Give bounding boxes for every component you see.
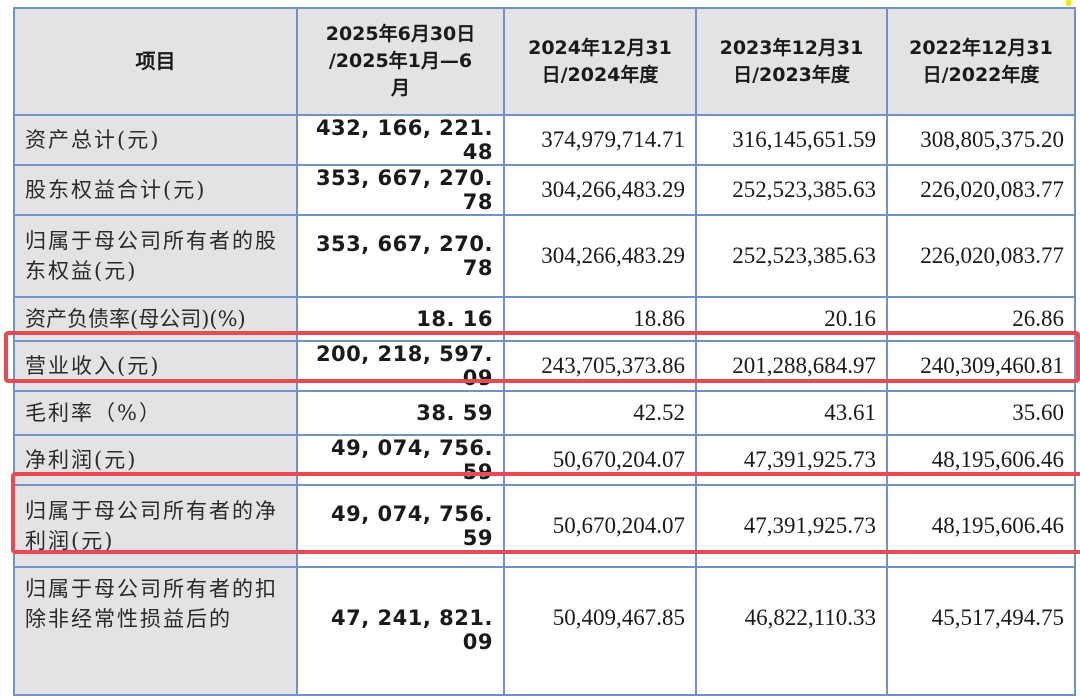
- row-label: 归属于母公司所有者的扣除非经常性损益后的: [13, 566, 298, 696]
- table-row: 净利润(元) 49, 074, 756. 59 50,670,204.07 47…: [13, 434, 1076, 486]
- financial-summary-table: 项目 2025年6月30日 /2025年1月—6 月 2024年12月31 日/…: [13, 7, 1076, 696]
- cell-2022: 26.86: [886, 296, 1076, 342]
- cell-2024: 50,670,204.07: [503, 434, 697, 486]
- cell-2022: 48,195,606.46: [886, 434, 1076, 486]
- cell-2025h1: 432, 166, 221. 48: [296, 114, 505, 166]
- cell-2024: 18.86: [503, 296, 697, 342]
- table-row: 股东权益合计(元) 353, 667, 270. 78 304,266,483.…: [13, 164, 1076, 216]
- cell-2025h1: 200, 218, 597. 09: [296, 340, 505, 392]
- cell-2022: 308,805,375.20: [886, 114, 1076, 166]
- cell-2023: 316,145,651.59: [695, 114, 888, 166]
- cell-2022: 48,195,606.46: [886, 484, 1076, 568]
- row-label: 股东权益合计(元): [13, 164, 298, 216]
- table-row: 毛利率（%） 38. 59 42.52 43.61 35.60: [13, 390, 1076, 436]
- cell-2024: 50,409,467.85: [503, 566, 697, 696]
- table-row: 归属于母公司所有者的股东权益(元) 353, 667, 270. 78 304,…: [13, 214, 1076, 298]
- cell-2023: 43.61: [695, 390, 888, 436]
- table-row: 资产负债率(母公司)(%) 18. 16 18.86 20.16 26.86: [13, 296, 1076, 342]
- cell-2025h1: 353, 667, 270. 78: [296, 214, 505, 298]
- table-row: 资产总计(元) 432, 166, 221. 48 374,979,714.71…: [13, 114, 1076, 166]
- table-row-highlighted: 营业收入(元) 200, 218, 597. 09 243,705,373.86…: [13, 340, 1076, 392]
- table-row-highlighted: 归属于母公司所有者的净利润(元) 49, 074, 756. 59 50,670…: [13, 484, 1076, 568]
- cell-2024: 304,266,483.29: [503, 164, 697, 216]
- cell-2022: 35.60: [886, 390, 1076, 436]
- row-label: 资产负债率(母公司)(%): [13, 296, 298, 342]
- cell-2023: 47,391,925.73: [695, 484, 888, 568]
- cell-2025h1: 49, 074, 756. 59: [296, 484, 505, 568]
- header-2022: 2022年12月31 日/2022年度: [886, 7, 1076, 116]
- financial-table-container: 项目 2025年6月30日 /2025年1月—6 月 2024年12月31 日/…: [13, 7, 1076, 696]
- cell-2022: 240,309,460.81: [886, 340, 1076, 392]
- row-label: 归属于母公司所有者的股东权益(元): [13, 214, 298, 298]
- header-row: 项目 2025年6月30日 /2025年1月—6 月 2024年12月31 日/…: [13, 7, 1076, 116]
- header-item: 项目: [13, 7, 298, 116]
- cell-2024: 304,266,483.29: [503, 214, 697, 298]
- row-label: 毛利率（%）: [13, 390, 298, 436]
- cell-2022: 45,517,494.75: [886, 566, 1076, 696]
- cell-2025h1: 353, 667, 270. 78: [296, 164, 505, 216]
- cell-2023: 201,288,684.97: [695, 340, 888, 392]
- header-2023: 2023年12月31 日/2023年度: [695, 7, 888, 116]
- cell-2025h1: 47, 241, 821. 09: [296, 566, 505, 696]
- table-row: 归属于母公司所有者的扣除非经常性损益后的 47, 241, 821. 09 50…: [13, 566, 1076, 696]
- yellow-mark: [1066, 0, 1071, 6]
- cell-2025h1: 49, 074, 756. 59: [296, 434, 505, 486]
- cell-2024: 50,670,204.07: [503, 484, 697, 568]
- cell-2022: 226,020,083.77: [886, 214, 1076, 298]
- row-label: 资产总计(元): [13, 114, 298, 166]
- header-2023-text: 2023年12月31 日/2023年度: [719, 36, 864, 86]
- row-label: 归属于母公司所有者的净利润(元): [13, 484, 298, 568]
- cell-2023: 252,523,385.63: [695, 214, 888, 298]
- cell-2023: 47,391,925.73: [695, 434, 888, 486]
- cell-2025h1: 38. 59: [296, 390, 505, 436]
- cell-2023: 252,523,385.63: [695, 164, 888, 216]
- header-2025h1-text: 2025年6月30日 /2025年1月—6 月: [325, 23, 476, 99]
- row-label: 营业收入(元): [13, 340, 298, 392]
- cell-2024: 243,705,373.86: [503, 340, 697, 392]
- header-2024-text: 2024年12月31 日/2024年度: [528, 36, 672, 86]
- cell-2023: 46,822,110.33: [695, 566, 888, 696]
- cell-2024: 374,979,714.71: [503, 114, 697, 166]
- cell-2023: 20.16: [695, 296, 888, 342]
- cell-2024: 42.52: [503, 390, 697, 436]
- header-2024: 2024年12月31 日/2024年度: [503, 7, 697, 116]
- cell-2025h1: 18. 16: [296, 296, 505, 342]
- cell-2022: 226,020,083.77: [886, 164, 1076, 216]
- header-2025h1: 2025年6月30日 /2025年1月—6 月: [296, 7, 505, 116]
- header-2022-text: 2022年12月31 日/2022年度: [909, 36, 1053, 86]
- row-label: 净利润(元): [13, 434, 298, 486]
